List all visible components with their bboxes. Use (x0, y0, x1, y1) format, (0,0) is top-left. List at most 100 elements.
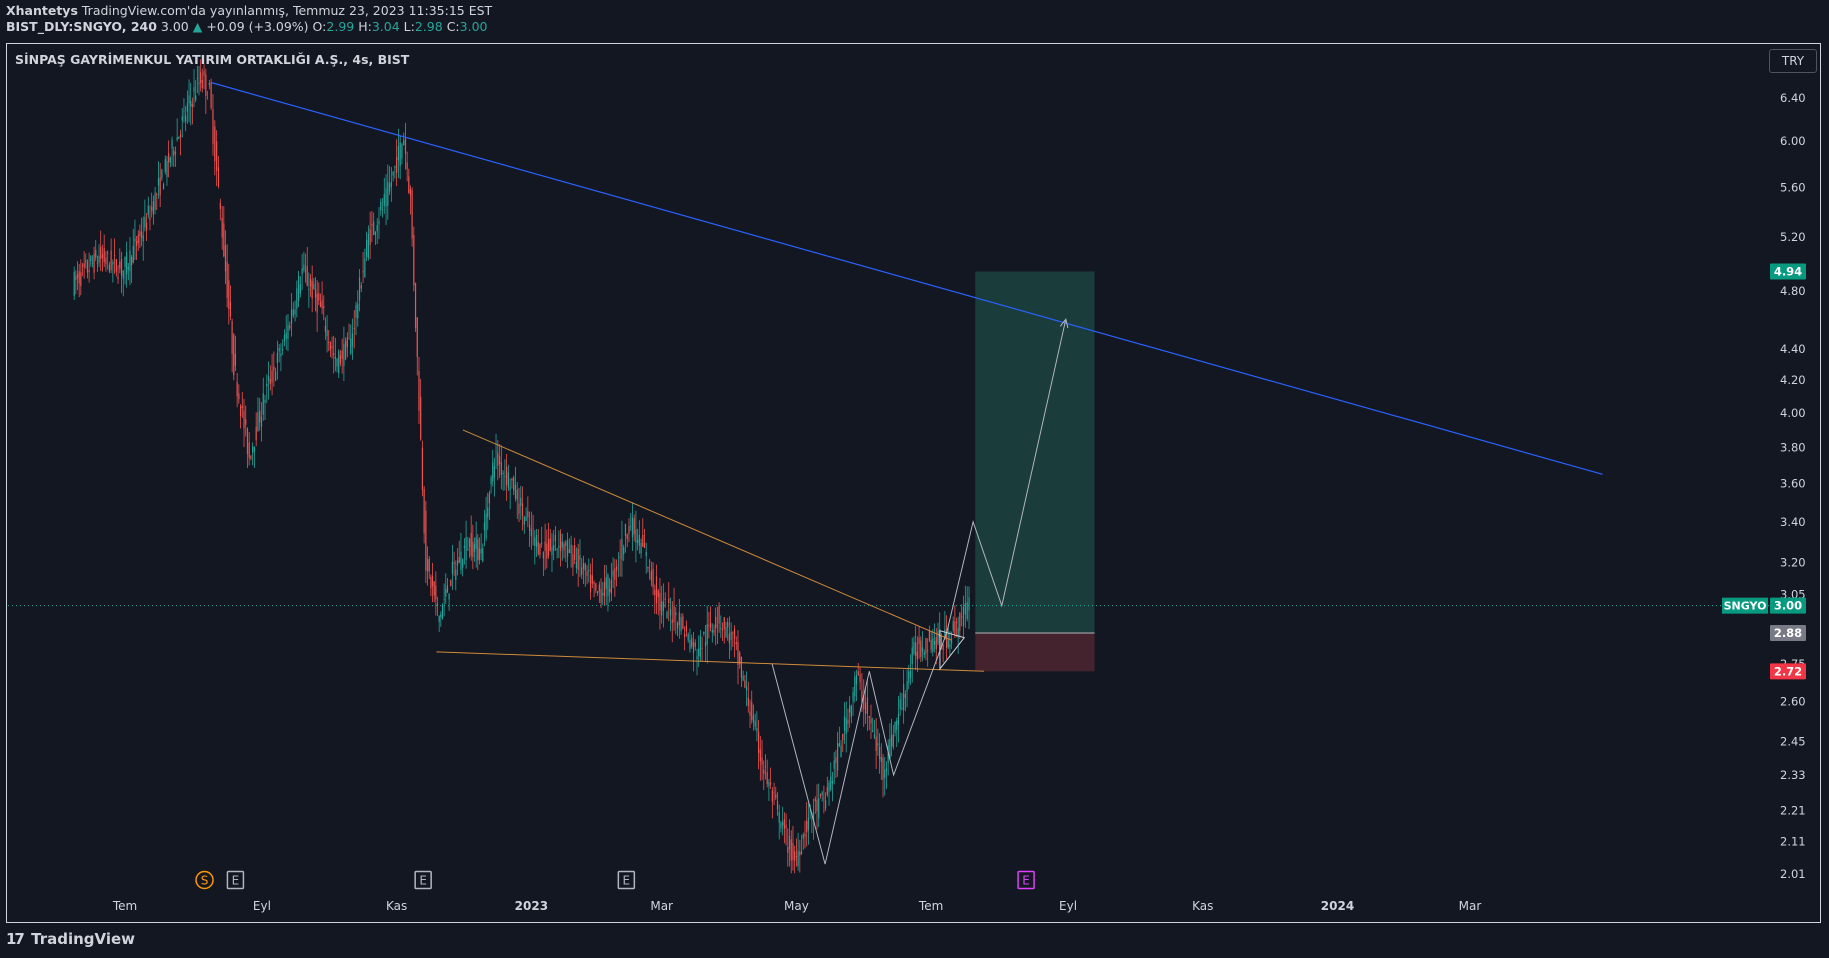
candle-body (280, 353, 282, 357)
candle-body (835, 757, 837, 763)
tradingview-brand[interactable]: 17 TradingView (6, 930, 135, 948)
candle-body (521, 503, 524, 517)
candle-body (582, 563, 585, 569)
stop-zone (975, 633, 1095, 672)
candle-body (493, 465, 495, 479)
candle-body (409, 188, 412, 196)
candle-body (497, 453, 499, 466)
candle-body (759, 749, 761, 762)
candle-body (504, 475, 506, 477)
candle-body (792, 843, 794, 861)
candle-body (262, 393, 264, 415)
candle-body (250, 456, 252, 459)
candle-body (399, 142, 401, 166)
candle-body (397, 146, 400, 161)
candle-body (477, 539, 479, 561)
currency-button[interactable]: TRY (1769, 49, 1817, 73)
candle-body (425, 510, 427, 571)
candle-body (927, 650, 929, 652)
x-tick-label: May (784, 899, 809, 913)
candle-body (248, 442, 250, 458)
candle-body (309, 278, 312, 287)
candle-body (754, 720, 756, 727)
candle-body (630, 526, 632, 528)
candle-body (329, 342, 331, 350)
author-name[interactable]: Xhantetys (6, 3, 78, 18)
x-tick-label: Tem (918, 899, 943, 913)
candle-body (740, 656, 743, 678)
candle-body (551, 547, 553, 556)
open-label: O: (312, 19, 327, 34)
candle-body (778, 811, 780, 823)
candle-body (401, 144, 403, 159)
candle-body (78, 271, 80, 284)
candle-body (346, 337, 348, 348)
candle-body (661, 601, 663, 616)
candle-body (527, 511, 529, 518)
candle-body (358, 277, 361, 301)
candle-body (554, 534, 557, 542)
candle-body (423, 489, 425, 534)
candle-body (176, 137, 178, 141)
candle-body (955, 621, 958, 623)
price-tag (1770, 263, 1806, 280)
candle-body (872, 730, 874, 732)
x-tick-label: Mar (1459, 899, 1482, 913)
candle-body (414, 282, 417, 328)
candle-body (303, 264, 305, 271)
candle-body (682, 616, 684, 629)
candle-body (224, 245, 227, 272)
candle-body (889, 738, 891, 760)
candle-body (304, 270, 307, 272)
candle-body (673, 606, 675, 623)
candle-body (619, 556, 621, 558)
candle-body (174, 151, 177, 155)
candle-body (331, 346, 333, 349)
candle-body (139, 231, 141, 236)
candle-body (318, 293, 320, 301)
candle-body (205, 74, 207, 96)
candle-body (482, 548, 484, 562)
candle-body (166, 160, 168, 177)
candle-body (385, 188, 387, 207)
price-tag-label: 2.88 (1774, 626, 1802, 640)
close-value: 3.00 (459, 19, 488, 34)
candle-body (574, 544, 576, 560)
candle-body (901, 707, 903, 710)
candle-body (455, 569, 457, 581)
candle-body (623, 547, 625, 555)
candle-body (666, 611, 668, 619)
last-price: 3.00 (160, 19, 189, 34)
candle-body (169, 157, 171, 163)
candle-body (535, 535, 538, 547)
candle-body (588, 570, 590, 572)
candle-body (154, 192, 156, 210)
candle-body (246, 428, 249, 454)
candle-body (234, 353, 237, 366)
candle-body (88, 270, 90, 272)
candle-body (195, 95, 197, 101)
candle-body (950, 638, 953, 644)
high-value: 3.04 (371, 19, 400, 34)
candle-body (126, 252, 128, 275)
x-tick-label: 2024 (1321, 899, 1354, 913)
candle-body (502, 472, 504, 475)
candle-body (859, 674, 861, 683)
candle-body (945, 630, 948, 648)
candle-body (101, 254, 104, 259)
candle-body (506, 466, 508, 486)
target-zone (975, 271, 1095, 634)
candle-body (198, 82, 200, 85)
candle-body (190, 101, 192, 107)
candle-body (80, 272, 82, 287)
candle-body (800, 851, 803, 855)
candle-body (264, 399, 266, 403)
candle-body (231, 321, 233, 354)
candle-body (152, 201, 154, 215)
candle-body (628, 525, 630, 534)
candle-body (752, 715, 755, 723)
candle-body (355, 304, 357, 318)
candle-body (916, 651, 918, 660)
candle-body (131, 257, 133, 266)
